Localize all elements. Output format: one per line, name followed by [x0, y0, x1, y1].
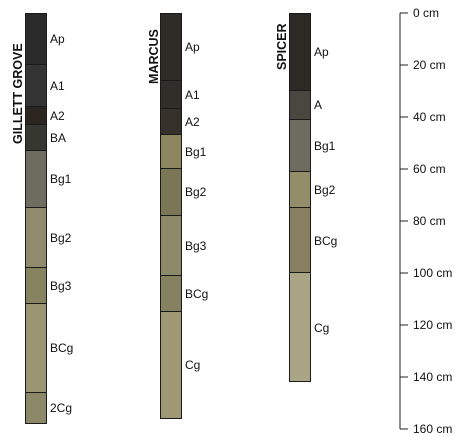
depth-tick-label-120: 120 cm — [413, 318, 453, 332]
horizon-label-gillett-grove-2cg: 2Cg — [50, 401, 73, 416]
horizon-label-marcus-cg: Cg — [185, 358, 201, 373]
horizon-marcus-a1 — [160, 80, 182, 110]
horizon-spicer-ap — [289, 13, 311, 91]
depth-tick-label-100: 100 cm — [413, 266, 453, 280]
horizon-marcus-a2 — [160, 109, 182, 136]
horizon-marcus-ap — [160, 13, 182, 81]
depth-tick-label-40: 40 cm — [413, 110, 446, 124]
horizon-gillett-grove-bg3 — [25, 267, 47, 305]
horizon-marcus-bg2 — [160, 169, 182, 216]
horizon-label-spicer-bg1: Bg1 — [314, 138, 336, 153]
horizon-marcus-bg1 — [160, 135, 182, 169]
horizon-label-spicer-cg: Cg — [314, 320, 330, 335]
horizon-gillett-grove-bg2 — [25, 208, 47, 268]
horizon-marcus-bg3 — [160, 215, 182, 276]
horizon-label-spicer-bcg: BCg — [314, 233, 338, 248]
horizon-label-marcus-bcg: BCg — [185, 286, 209, 301]
depth-tick-label-140: 140 cm — [413, 370, 453, 384]
horizon-label-gillett-grove-ba: BA — [50, 130, 67, 145]
horizon-label-gillett-grove-bg1: Bg1 — [50, 172, 72, 187]
depth-tick-label-20: 20 cm — [413, 58, 446, 72]
horizon-gillett-grove-a2 — [25, 106, 47, 125]
horizon-label-marcus-ap: Ap — [185, 39, 200, 54]
horizon-label-marcus-bg2: Bg2 — [185, 185, 207, 200]
horizon-spicer-bcg — [289, 208, 311, 273]
depth-tick-label-160: 160 cm — [413, 422, 453, 436]
horizon-marcus-bcg — [160, 275, 182, 312]
horizon-label-gillett-grove-bcg: BCg — [50, 341, 74, 356]
horizon-gillett-grove-ba — [25, 124, 47, 151]
horizon-label-marcus-a2: A2 — [185, 115, 200, 130]
horizon-label-gillett-grove-a2: A2 — [50, 108, 65, 123]
horizon-label-gillett-grove-a1: A1 — [50, 78, 65, 93]
horizon-spicer-bg2 — [289, 171, 311, 208]
horizon-label-gillett-grove-bg3: Bg3 — [50, 279, 72, 293]
horizon-label-marcus-bg1: Bg1 — [185, 145, 207, 160]
horizon-label-marcus-a1: A1 — [185, 87, 200, 102]
depth-tick-label-0: 0 cm — [413, 6, 440, 20]
soil-column-spicer — [289, 13, 311, 383]
horizon-gillett-grove-a1 — [25, 65, 47, 107]
horizon-label-spicer-bg2: Bg2 — [314, 182, 336, 197]
horizon-spicer-bg1 — [289, 119, 311, 172]
depth-tick-label-60: 60 cm — [413, 162, 446, 176]
horizon-gillett-grove-bg1 — [25, 150, 47, 208]
horizon-label-spicer-ap: Ap — [314, 45, 329, 59]
horizon-label-gillett-grove-ap: Ap — [50, 32, 65, 46]
horizon-label-gillett-grove-bg2: Bg2 — [50, 230, 72, 245]
soil-column-gillett-grove — [25, 13, 47, 424]
horizon-label-spicer-a: A — [314, 98, 323, 113]
horizon-label-marcus-bg3: Bg3 — [185, 238, 207, 253]
depth-tick-label-80: 80 cm — [413, 214, 446, 228]
horizon-gillett-grove-bcg — [25, 304, 47, 393]
horizon-spicer-a — [289, 91, 311, 120]
horizon-gillett-grove-ap — [25, 13, 47, 65]
